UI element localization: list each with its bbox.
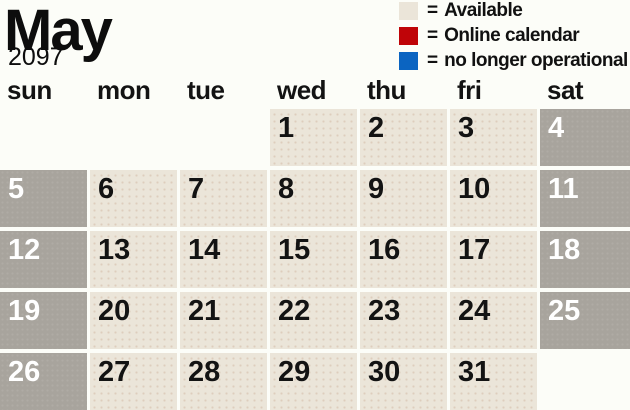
online-calendar-color-swatch: [399, 27, 418, 45]
day-cell-29[interactable]: 29: [270, 353, 357, 410]
day-cell-31[interactable]: 31: [450, 353, 537, 410]
day-cell-18: 18: [540, 231, 630, 288]
empty-cell: [540, 353, 630, 410]
day-cell-13[interactable]: 13: [90, 231, 177, 288]
legend-label-online-calendar: Online calendar: [444, 25, 580, 46]
day-cell-4: 4: [540, 109, 630, 166]
day-cell-20[interactable]: 20: [90, 292, 177, 349]
day-cell-8[interactable]: 8: [270, 170, 357, 227]
available-color-swatch: [399, 2, 418, 20]
day-cell-10[interactable]: 10: [450, 170, 537, 227]
weekday-tue: tue: [187, 75, 225, 105]
day-cell-23[interactable]: 23: [360, 292, 447, 349]
calendar-grid: 1 2 3 4 5 6 7 8 9 10 11 12 13 14 15 16 17 18 19 20 21 22 23 24 2…: [0, 109, 630, 410]
equals-sign: =: [427, 25, 439, 46]
weekday-thu: thu: [367, 75, 406, 105]
year-label: 2097: [8, 43, 64, 71]
weekday-mon: mon: [97, 75, 151, 105]
weekday-wed: wed: [277, 75, 327, 105]
day-cell-16[interactable]: 16: [360, 231, 447, 288]
day-cell-27[interactable]: 27: [90, 353, 177, 410]
empty-cell: [180, 109, 267, 166]
weekday-fri: fri: [457, 75, 482, 105]
day-cell-24[interactable]: 24: [450, 292, 537, 349]
legend-item-no-longer-operational: = no longer operational: [399, 50, 628, 71]
day-cell-25: 25: [540, 292, 630, 349]
day-cell-30[interactable]: 30: [360, 353, 447, 410]
day-cell-6[interactable]: 6: [90, 170, 177, 227]
day-cell-7[interactable]: 7: [180, 170, 267, 227]
day-cell-9[interactable]: 9: [360, 170, 447, 227]
day-cell-1[interactable]: 1: [270, 109, 357, 166]
day-cell-15[interactable]: 15: [270, 231, 357, 288]
legend-item-online-calendar: = Online calendar: [399, 25, 628, 46]
day-cell-21[interactable]: 21: [180, 292, 267, 349]
weekday-sun: sun: [7, 75, 52, 105]
day-cell-2[interactable]: 2: [360, 109, 447, 166]
day-cell-11: 11: [540, 170, 630, 227]
no-longer-operational-color-swatch: [399, 52, 418, 70]
empty-cell: [90, 109, 177, 166]
day-cell-26: 26: [0, 353, 87, 410]
equals-sign: =: [427, 0, 439, 21]
month-title: May: [4, 0, 113, 63]
day-cell-14[interactable]: 14: [180, 231, 267, 288]
legend-label-available: Available: [444, 0, 523, 21]
empty-cell: [0, 109, 87, 166]
day-cell-28[interactable]: 28: [180, 353, 267, 410]
weekday-header: sun mon tue wed thu fri sat: [0, 77, 630, 103]
legend-item-available: = Available: [399, 0, 628, 21]
equals-sign: =: [427, 50, 439, 71]
day-cell-17[interactable]: 17: [450, 231, 537, 288]
day-cell-22[interactable]: 22: [270, 292, 357, 349]
day-cell-5: 5: [0, 170, 87, 227]
day-cell-3[interactable]: 3: [450, 109, 537, 166]
weekday-sat: sat: [547, 75, 584, 105]
legend: = Available = Online calendar = no longe…: [399, 0, 628, 71]
day-cell-19: 19: [0, 292, 87, 349]
legend-label-no-longer-operational: no longer operational: [444, 50, 628, 71]
day-cell-12: 12: [0, 231, 87, 288]
